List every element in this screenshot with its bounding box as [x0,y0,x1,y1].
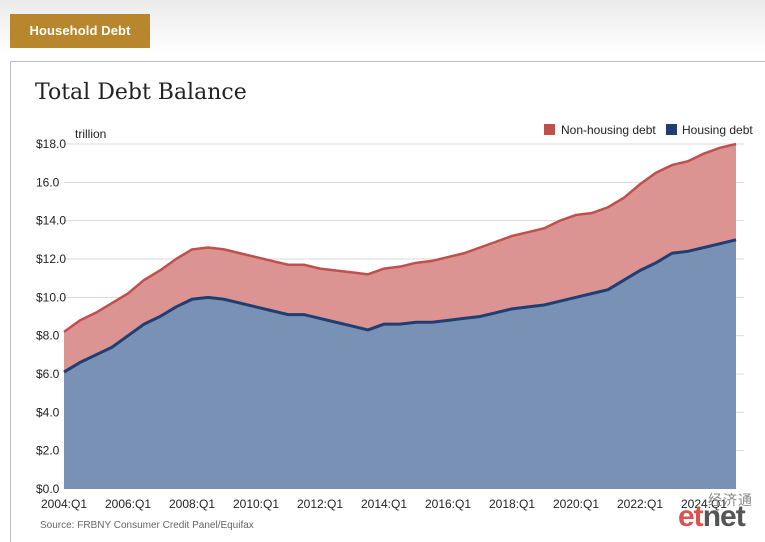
y-tick-2: $2.0 [36,444,60,458]
x-tick-2004: 2004:Q1 [41,497,87,511]
y-axis-ticks: $18.0 16.0 $14.0 $12.0 $10.0 $8.0 $6.0 $4.0 $2.0… [36,137,66,496]
x-axis-ticks: 2004:Q1 2006:Q1 2008:Q1 2010:Q1 2012:Q1 2014:… [41,497,727,511]
household-debt-tab[interactable]: Household Debt [10,14,150,48]
legend-swatch-non-housing [544,124,555,135]
source-note: Source: FRBNY Consumer Credit Panel/Equi… [40,520,254,531]
legend-label-housing: Housing debt [682,123,753,137]
y-tick-12: $12.0 [36,252,66,266]
chart-frame [10,61,765,542]
x-tick-2020: 2020:Q1 [553,497,599,511]
y-unit-label: trillion [75,127,106,141]
x-tick-2018: 2018:Q1 [489,497,535,511]
chart-title: Total Debt Balance [35,80,247,105]
x-tick-2014: 2014:Q1 [361,497,407,511]
y-tick-6: $6.0 [36,367,60,381]
x-tick-2016: 2016:Q1 [425,497,471,511]
x-tick-2008: 2008:Q1 [169,497,215,511]
logo-et: et [678,500,704,533]
area-layers [63,142,737,489]
x-tick-2024: 2024:Q1 [681,497,727,511]
x-tick-2006: 2006:Q1 [105,497,151,511]
line-housing-debt [63,238,737,374]
legend-label-non-housing: Non-housing debt [561,123,656,137]
y-tick-14: $14.0 [36,214,66,228]
logo-net: net [702,500,746,533]
y-tick-4: $4.0 [36,405,60,419]
watermark-chinese: 经济通 [708,493,753,509]
y-tick-8: $8.0 [36,329,60,343]
line-non-housing-debt [63,142,737,333]
legend: Non-housing debt Housing debt [544,123,753,137]
y-tick-0: $0.0 [36,482,60,496]
x-tick-2012: 2012:Q1 [297,497,343,511]
y-tick-18: $18.0 [36,137,66,151]
etnet-logo: etnet [678,500,746,534]
x-tick-2022: 2022:Q1 [617,497,663,511]
y-tick-16: 16.0 [36,175,60,189]
x-tick-2010: 2010:Q1 [233,497,279,511]
y-tick-10: $10.0 [36,290,66,304]
legend-swatch-housing [666,124,677,135]
